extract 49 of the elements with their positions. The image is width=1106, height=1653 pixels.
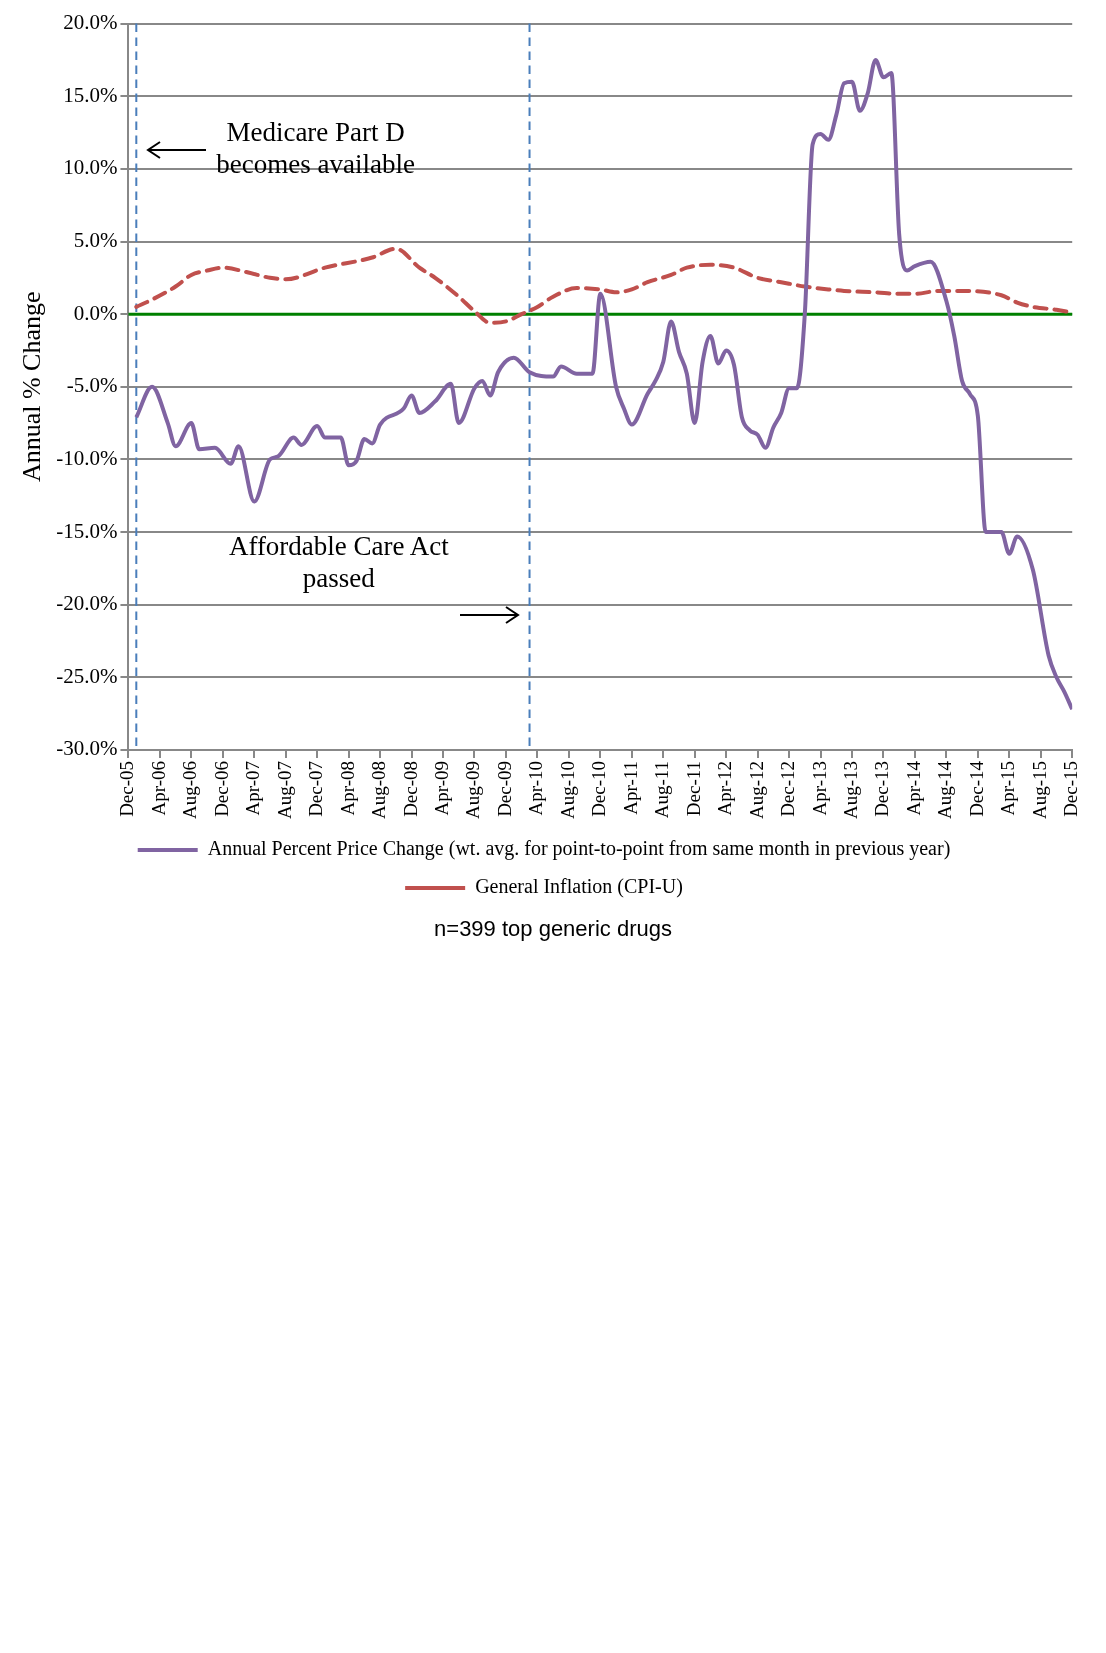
- x-tick-label: Aug-15: [1028, 760, 1050, 820]
- x-tick-label: Dec-05: [116, 760, 138, 817]
- x-tick-label: Aug-10: [556, 760, 578, 820]
- x-tick-label: Apr-13: [808, 760, 830, 816]
- x-tick-label: Aug-06: [179, 760, 201, 820]
- x-tick-label: Dec-10: [588, 760, 610, 817]
- y-tick-label: -10.0%: [56, 445, 118, 470]
- x-tick-label: Apr-06: [147, 760, 169, 816]
- x-tick-label: Aug-14: [934, 760, 956, 820]
- y-tick-label: 10.0%: [63, 155, 118, 180]
- x-tick-label: Aug-08: [368, 760, 390, 820]
- x-tick-label: Aug-07: [273, 760, 295, 820]
- y-axis-title: Annual % Change: [17, 291, 47, 483]
- x-tick-label: Dec-07: [305, 760, 327, 817]
- legend-label: General Inflation (CPI-U): [475, 875, 683, 899]
- x-tick-label: Dec-11: [682, 760, 704, 817]
- ref-line-label: Affordable Care Act passed: [228, 531, 450, 594]
- y-tick-label: 20.0%: [63, 10, 118, 35]
- y-tick-label: -25.0%: [56, 663, 118, 688]
- y-tick-label: -20.0%: [56, 591, 118, 616]
- x-tick-label: Dec-08: [399, 760, 421, 817]
- x-tick-label: Aug-09: [462, 760, 484, 820]
- x-tick-label: Apr-10: [525, 760, 547, 816]
- legend-label: Annual Percent Price Change (wt. avg. for point-to-point from same month in previous year): [207, 837, 951, 861]
- y-tick-label: 5.0%: [73, 228, 118, 253]
- x-tick-label: Apr-15: [997, 760, 1019, 816]
- x-tick-label: Apr-12: [714, 760, 736, 816]
- x-tick-label: Apr-07: [242, 760, 264, 816]
- text: n=399 top generic drugs: [433, 916, 673, 942]
- x-tick-label: Apr-09: [431, 760, 453, 816]
- y-tick-label: -5.0%: [66, 373, 118, 398]
- x-tick-label: Dec-15: [1060, 760, 1082, 817]
- x-tick-label: Apr-14: [902, 760, 924, 816]
- x-tick-label: Dec-12: [777, 760, 799, 817]
- x-tick-label: Dec-06: [210, 760, 232, 817]
- line-series: [134, 57, 1073, 712]
- y-tick-label: -15.0%: [56, 518, 118, 543]
- x-tick-label: Apr-08: [336, 760, 358, 816]
- ref-line-label: Medicare Part D becomes available: [216, 117, 415, 180]
- y-tick-label: 15.0%: [63, 82, 118, 107]
- y-tick-label: 0.0%: [73, 300, 118, 325]
- y-tick-label: -30.0%: [56, 736, 118, 761]
- x-tick-label: Aug-13: [839, 760, 861, 820]
- x-tick-label: Dec-09: [493, 760, 515, 817]
- x-tick-label: Aug-11: [651, 760, 673, 819]
- x-tick-label: Dec-14: [965, 760, 987, 817]
- x-tick-label: Apr-11: [619, 760, 641, 815]
- x-tick-label: Aug-12: [745, 760, 767, 820]
- x-tick-label: Dec-13: [871, 760, 893, 817]
